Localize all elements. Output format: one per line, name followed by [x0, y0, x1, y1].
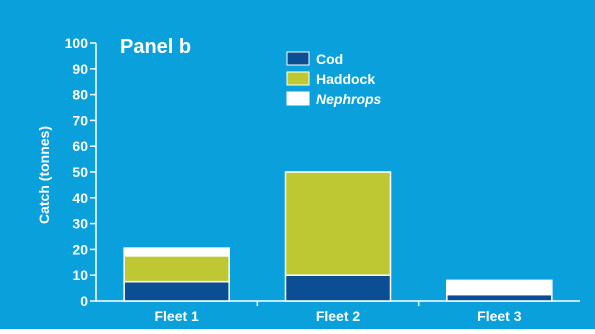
bar-segment-haddock-2: [284, 171, 392, 276]
bar-segment-haddock-1: [123, 255, 230, 283]
legend-label-haddock: Haddock: [316, 71, 375, 87]
legend-label-nephrops: Nephrops: [316, 91, 382, 107]
chart-title: Panel b: [120, 36, 191, 58]
y-tick-label: 30: [72, 216, 88, 232]
bar-segment-nephrops-3: [446, 279, 553, 296]
y-tick-label: 70: [72, 112, 88, 128]
legend-label-cod: Cod: [316, 51, 343, 67]
y-tick-label: 10: [72, 267, 88, 283]
y-tick-label: 50: [72, 164, 88, 180]
x-tick-label: Fleet 3: [477, 308, 522, 324]
y-axis-label: Catch (tonnes): [36, 126, 52, 224]
bar-segment-cod-3: [446, 293, 553, 302]
y-tick-label: 60: [72, 138, 88, 154]
bars: [123, 171, 553, 302]
bar-segment-cod-2: [284, 274, 392, 302]
legend-swatch-nephrops: [286, 91, 310, 106]
x-tick-label: Fleet 1: [154, 308, 199, 324]
y-tick-label: 20: [72, 241, 88, 257]
y-tick-label: 90: [72, 61, 88, 77]
y-tick-label: 100: [65, 35, 89, 51]
y-tick-label: 80: [72, 87, 88, 103]
legend: Cod Haddock Nephrops: [286, 51, 382, 107]
legend-swatch-cod: [286, 51, 310, 66]
x-tick-label: Fleet 2: [316, 308, 361, 324]
bar-segment-cod-1: [123, 280, 230, 302]
y-tick-label: 0: [80, 293, 88, 309]
y-tick-label: 40: [72, 190, 88, 206]
legend-swatch-haddock: [286, 71, 310, 86]
bar-segment-nephrops-1: [123, 247, 230, 257]
